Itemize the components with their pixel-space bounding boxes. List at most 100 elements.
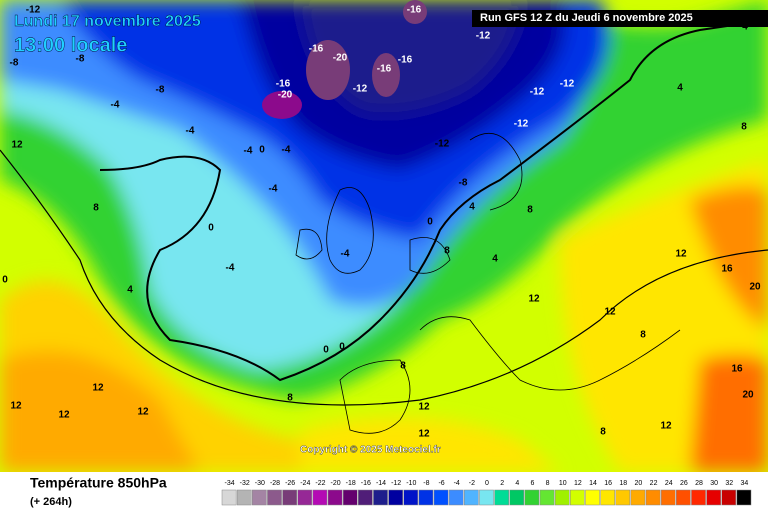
legend-label: 10 (559, 480, 567, 487)
map-label: 0 (259, 145, 265, 156)
legend-label: 26 (680, 480, 688, 487)
map-label: 4 (127, 285, 133, 296)
legend-swatch (479, 489, 494, 506)
map-label: 0 (427, 217, 433, 228)
map-label: -12 (26, 5, 41, 16)
legend: -34 -32 -30 -28 -26 -24 -22 -20 -18 -16 -14 -12 -10-… (221, 480, 752, 506)
legend-label: 4 (515, 480, 519, 487)
map-label: -12 (514, 119, 529, 130)
legend-label: 14 (589, 480, 597, 487)
map-label: 12 (604, 307, 616, 318)
legend-swatch (736, 489, 752, 506)
map-label: -4 (244, 146, 253, 157)
map-labels: -8-8-4-4-4 0 -4-40-4-40 0-16-20-16-20-16-16… (2, 5, 761, 440)
legend-swatch (464, 489, 479, 506)
map-label: -20 (333, 53, 348, 64)
map-label: 8 (741, 122, 747, 133)
legend-swatch (554, 489, 570, 506)
legend-label: 34 (741, 480, 749, 487)
map-label: -16 (309, 44, 324, 55)
map-label: -12 (560, 79, 575, 90)
map-label: 20 (742, 390, 754, 401)
map-label: 4 (469, 202, 475, 213)
legend-swatch (509, 489, 525, 506)
map-label: 8 (400, 361, 406, 372)
legend-label: 18 (619, 480, 627, 487)
map-label: 8 (600, 427, 606, 438)
map-label: 4 (492, 254, 498, 265)
legend-swatch (691, 489, 706, 506)
legend-swatch (358, 489, 373, 506)
legend-swatch (403, 489, 419, 506)
map-label: -16 (398, 55, 413, 66)
footer-title: Température 850hPa (30, 475, 167, 491)
legend-swatch (267, 489, 282, 506)
legend-label: -8 (423, 480, 429, 487)
map-label: -16 (407, 5, 422, 16)
legend-swatch (282, 489, 297, 506)
legend-swatch (585, 489, 600, 506)
legend-label: -2 (469, 480, 475, 487)
map-label: -8 (76, 54, 85, 65)
legend-label: 2 (500, 480, 504, 487)
map-label: 12 (528, 294, 540, 305)
legend-label: 0 (485, 480, 489, 487)
map-label: 0 (208, 223, 214, 234)
map-label: 8 (640, 330, 646, 341)
map-label: 8 (527, 205, 533, 216)
map-label: -4 (111, 100, 120, 111)
map-label: 12 (92, 383, 104, 394)
map-label: 12 (58, 410, 70, 421)
legend-label: -32 (240, 480, 250, 487)
legend-label: 24 (665, 480, 673, 487)
run-label: Run GFS 12 Z du Jeudi 6 novembre 2025 (480, 12, 693, 24)
legend-label: 22 (650, 480, 658, 487)
map-label: -12 (476, 31, 491, 42)
legend-label: 16 (604, 480, 612, 487)
legend-swatch (221, 489, 237, 506)
map-label: 8 (444, 246, 450, 257)
map-label: 8 (287, 393, 293, 404)
legend-swatch (600, 489, 615, 506)
legend-swatch (312, 489, 328, 506)
legend-label: -16 (361, 480, 371, 487)
map-label: 12 (11, 140, 23, 151)
legend-swatch (418, 489, 434, 506)
map-label: 0 (2, 275, 8, 286)
legend-swatch (433, 489, 449, 506)
legend-swatch (342, 489, 358, 506)
legend-swatch (539, 489, 555, 506)
map-label: -12 (530, 87, 545, 98)
legend-label: -20 (331, 480, 341, 487)
map-label: 4 (742, 22, 748, 33)
legend-swatch (327, 489, 343, 506)
legend-label: 32 (725, 480, 733, 487)
map-label: -20 (278, 90, 293, 101)
legend-swatch (236, 489, 252, 506)
legend-swatch (645, 489, 661, 506)
map-label: 12 (418, 402, 430, 413)
legend-swatch (721, 489, 737, 506)
map-label: -4 (186, 126, 195, 137)
legend-swatch (660, 489, 676, 506)
legend-label: 6 (530, 480, 534, 487)
map-label: -12 (435, 139, 450, 150)
map-label: -8 (459, 178, 468, 189)
footer-lead: (+ 264h) (30, 496, 72, 508)
legend-label: -34 (225, 480, 235, 487)
map-label: 8 (93, 203, 99, 214)
legend-label: -30 (255, 480, 265, 487)
legend-swatch (373, 489, 388, 506)
legend-swatch (388, 489, 403, 506)
legend-label: -26 (285, 480, 295, 487)
legend-swatch (494, 489, 509, 506)
legend-swatch (524, 489, 540, 506)
map-label: 12 (10, 401, 22, 412)
legend-label: -24 (300, 480, 310, 487)
legend-label: -12 (391, 480, 401, 487)
legend-label: 8 (546, 480, 550, 487)
time-label: 13:00 locale (14, 34, 127, 56)
map-label: 16 (731, 364, 743, 375)
map-label: -8 (156, 85, 165, 96)
